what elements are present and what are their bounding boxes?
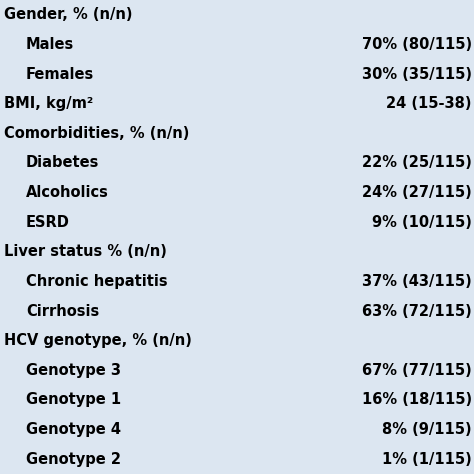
Text: Comorbidities, % (n/n): Comorbidities, % (n/n) [4,126,189,141]
Text: Genotype 2: Genotype 2 [26,452,121,467]
Text: 9% (10/115): 9% (10/115) [372,215,472,230]
Text: Males: Males [26,37,74,52]
Text: Genotype 1: Genotype 1 [26,392,121,408]
Text: Chronic hepatitis: Chronic hepatitis [26,274,168,289]
Text: 37% (43/115): 37% (43/115) [362,274,472,289]
Text: 63% (72/115): 63% (72/115) [362,303,472,319]
Text: Gender, % (n/n): Gender, % (n/n) [4,7,132,22]
Text: Females: Females [26,66,94,82]
Text: 8% (9/115): 8% (9/115) [382,422,472,437]
Text: Cirrhosis: Cirrhosis [26,303,100,319]
Text: 67% (77/115): 67% (77/115) [362,363,472,378]
Text: 1% (1/115): 1% (1/115) [382,452,472,467]
Text: 70% (80/115): 70% (80/115) [362,37,472,52]
Text: Liver status % (n/n): Liver status % (n/n) [4,244,167,259]
Text: 24% (27/115): 24% (27/115) [362,185,472,200]
Text: Alcoholics: Alcoholics [26,185,109,200]
Text: 30% (35/115): 30% (35/115) [362,66,472,82]
Text: HCV genotype, % (n/n): HCV genotype, % (n/n) [4,333,191,348]
Text: Diabetes: Diabetes [26,155,100,171]
Text: 16% (18/115): 16% (18/115) [362,392,472,408]
Text: Genotype 4: Genotype 4 [26,422,121,437]
Text: 22% (25/115): 22% (25/115) [362,155,472,171]
Text: ESRD: ESRD [26,215,70,230]
Text: 24 (15-38): 24 (15-38) [386,96,472,111]
Text: BMI, kg/m²: BMI, kg/m² [4,96,93,111]
Text: Genotype 3: Genotype 3 [26,363,121,378]
